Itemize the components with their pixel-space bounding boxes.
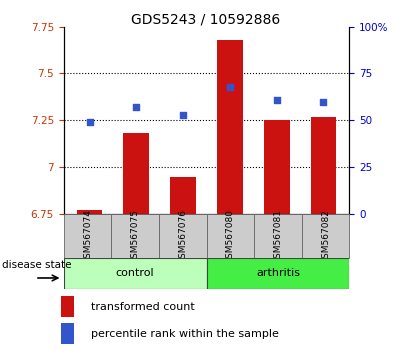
Bar — [302, 214, 349, 258]
Text: GSM567080: GSM567080 — [226, 209, 235, 264]
Bar — [217, 40, 243, 214]
Bar — [111, 214, 159, 258]
Text: GSM567074: GSM567074 — [83, 209, 92, 264]
Text: GSM567082: GSM567082 — [321, 209, 330, 264]
Bar — [64, 214, 111, 258]
Bar — [159, 214, 206, 258]
Text: percentile rank within the sample: percentile rank within the sample — [91, 329, 279, 339]
Text: GDS5243 / 10592886: GDS5243 / 10592886 — [131, 12, 280, 27]
Text: arthritis: arthritis — [256, 268, 300, 279]
Point — [133, 104, 140, 110]
Bar — [311, 116, 336, 214]
Bar — [123, 133, 149, 214]
Point — [86, 119, 93, 125]
Bar — [264, 120, 290, 214]
Point — [180, 112, 187, 118]
Text: GSM567081: GSM567081 — [273, 209, 282, 264]
Text: disease state: disease state — [2, 259, 72, 270]
Bar — [206, 258, 349, 289]
Point — [226, 84, 233, 90]
Point — [320, 99, 327, 104]
Bar — [61, 296, 74, 317]
Bar — [77, 210, 102, 214]
Bar — [170, 177, 196, 214]
Text: control: control — [116, 268, 155, 279]
Text: transformed count: transformed count — [91, 302, 194, 312]
Bar — [206, 214, 254, 258]
Text: GSM567076: GSM567076 — [178, 209, 187, 264]
Text: GSM567075: GSM567075 — [131, 209, 140, 264]
Bar — [61, 324, 74, 344]
Bar — [254, 214, 302, 258]
Point — [273, 97, 280, 103]
Bar — [64, 258, 206, 289]
